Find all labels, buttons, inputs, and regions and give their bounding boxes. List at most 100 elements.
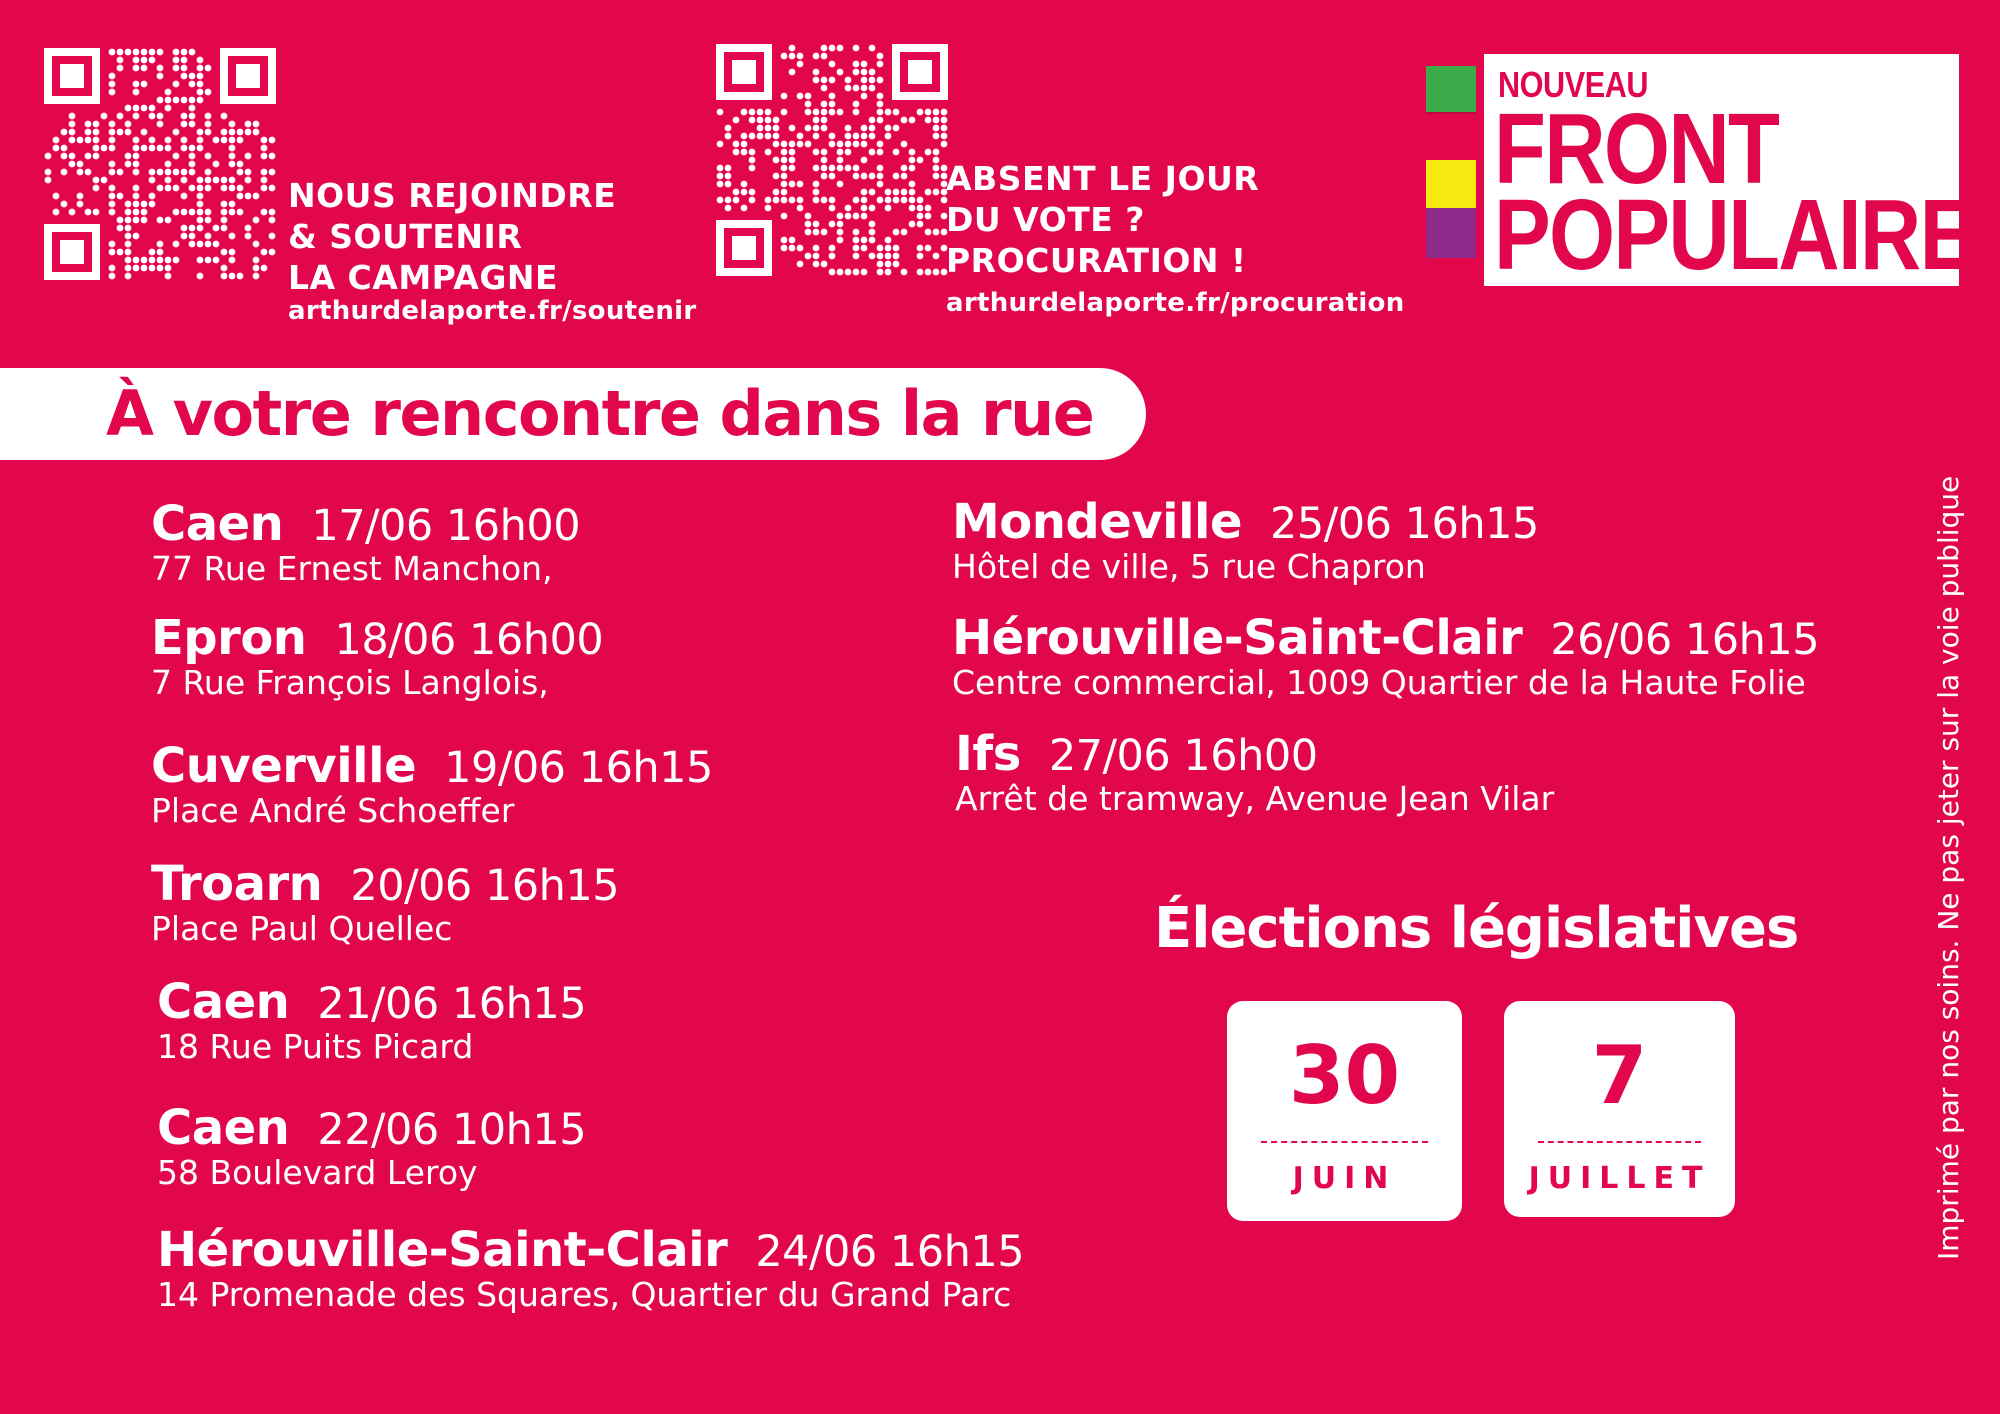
qr-module [876,60,884,68]
qr-code-icon[interactable] [44,48,276,280]
qr-module [172,80,180,88]
qr-module [124,128,132,136]
qr-module [180,232,188,240]
qr-module [940,132,948,140]
qr-code-icon[interactable] [716,44,948,276]
qr-module [132,48,140,56]
qr-module [788,148,796,156]
qr-module [60,168,68,176]
qr-module [780,52,788,60]
qr-module [252,264,260,272]
qr-module [188,96,196,104]
qr-module [780,148,788,156]
qr-module [724,172,732,180]
qr-module [244,176,252,184]
qr-module [908,220,916,228]
qr-module [196,192,204,200]
qr-module [212,160,220,168]
qr-module [84,168,92,176]
print-notice: Imprimé par nos soins. Ne pas jeter sur … [1932,475,1965,1260]
qr-module [764,108,772,116]
qr-finder [44,224,100,280]
qr-module [148,112,156,120]
qr-module [260,264,268,272]
qr-module [84,152,92,160]
list-item: Caen 17/06 16h00 77 Rue Ernest Manchon, [151,500,581,585]
qr-module [148,104,156,112]
qr-module [892,124,900,132]
qr-module [788,140,796,148]
qr-module [124,160,132,168]
qr-module [756,108,764,116]
qr-module [860,124,868,132]
cta-proxy-line-2: DU VOTE ? [946,200,1145,239]
qr-module [828,172,836,180]
qr-module [940,164,948,172]
qr-module [188,120,196,128]
qr-module [932,188,940,196]
qr-module [132,208,140,216]
qr-module [924,212,932,220]
qr-module [244,120,252,128]
qr-module [852,236,860,244]
qr-module [772,188,780,196]
date-day: 7 [1591,1029,1648,1122]
qr-module [244,128,252,136]
page-title: À votre rencontre dans la rue [106,377,1095,450]
qr-module [724,132,732,140]
qr-module [844,124,852,132]
qr-module [804,140,812,148]
cta-proxy-url[interactable]: arthurdelaporte.fr/procuration [946,288,1405,318]
qr-module [868,44,876,52]
cta-join-url[interactable]: arthurdelaporte.fr/soutenir [288,296,697,326]
qr-module [108,120,116,128]
qr-module [828,100,836,108]
qr-module [788,236,796,244]
event-date: 18/06 16h00 [334,615,604,665]
qr-module [932,108,940,116]
qr-module [780,156,788,164]
list-item: Caen 22/06 10h15 58 Boulevard Leroy [157,1104,587,1189]
event-address: Place André Schoeffer [151,791,515,830]
qr-module [940,140,948,148]
qr-module [204,168,212,176]
qr-module [108,80,116,88]
qr-finder-center [908,60,932,84]
qr-module [844,268,852,276]
event-city: Hérouville-Saint-Clair [952,610,1523,666]
qr-module [148,200,156,208]
qr-module [132,232,140,240]
qr-module [836,68,844,76]
qr-module [740,148,748,156]
qr-module [900,268,908,276]
qr-module [172,96,180,104]
logo-stripe-yellow [1426,160,1476,210]
qr-module [108,136,116,144]
qr-module [172,208,180,216]
qr-module [812,220,820,228]
qr-module [876,148,884,156]
qr-module [236,208,244,216]
event-address: 18 Rue Puits Picard [157,1027,474,1066]
qr-module [188,232,196,240]
qr-finder-center [60,64,84,88]
qr-module [876,244,884,252]
qr-module [900,196,908,204]
qr-module [252,128,260,136]
qr-module [932,116,940,124]
qr-module [108,240,116,248]
qr-module [804,108,812,116]
qr-module [740,140,748,148]
qr-module [132,144,140,152]
qr-module [44,168,52,176]
qr-module [852,164,860,172]
qr-module [268,136,276,144]
qr-module [844,140,852,148]
qr-module [788,164,796,172]
qr-module [124,200,132,208]
qr-module [812,260,820,268]
qr-module [268,248,276,256]
qr-module [196,64,204,72]
qr-module [196,80,204,88]
qr-module [148,264,156,272]
